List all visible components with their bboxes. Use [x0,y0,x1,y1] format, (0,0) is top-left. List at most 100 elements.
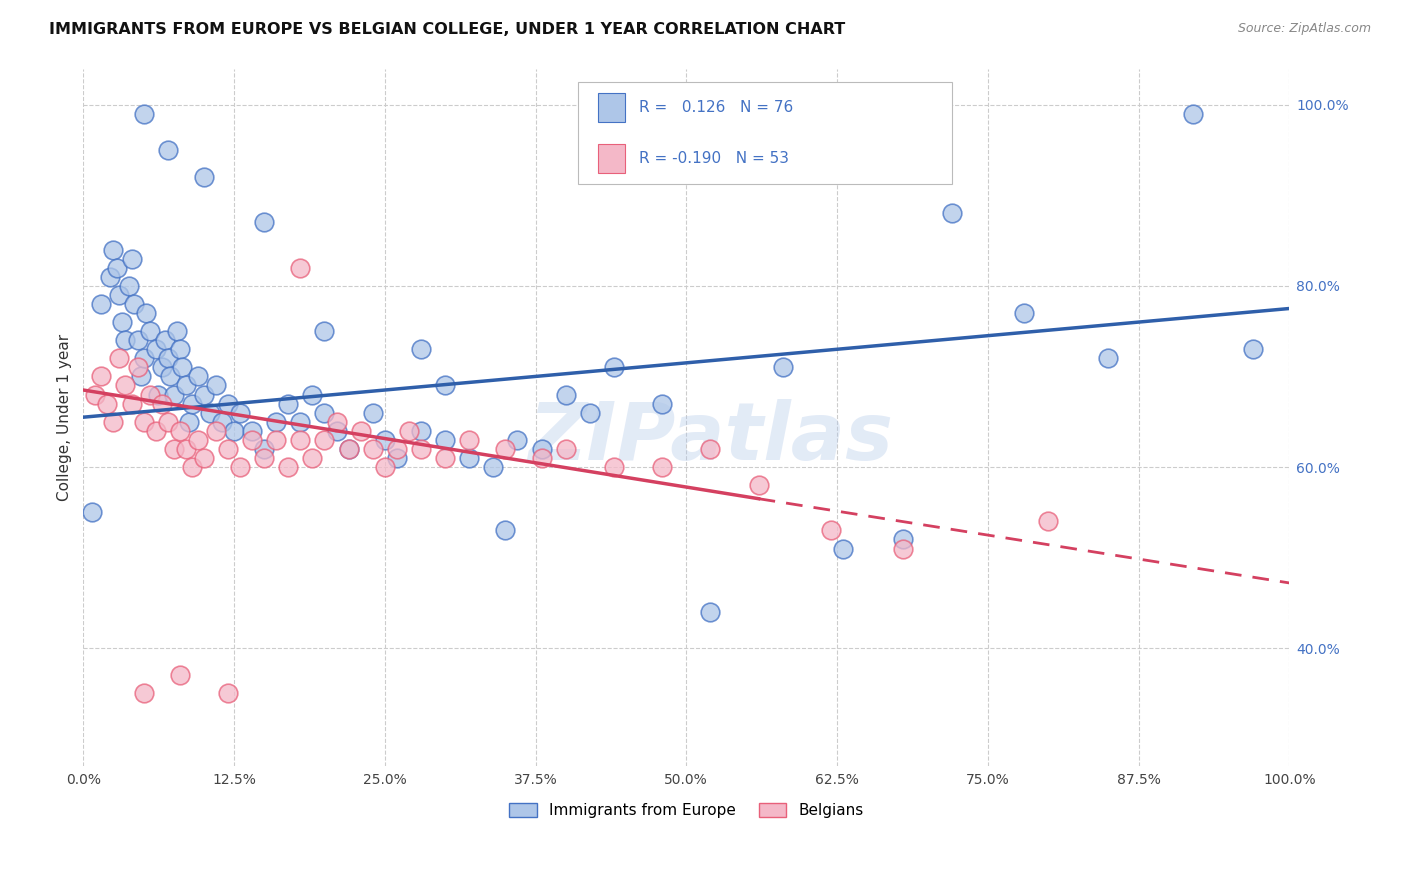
Point [1181,107,1204,121]
Point [174,378,197,392]
Point [385,450,408,465]
Point [314,406,336,420]
Point [84,387,107,401]
Text: Source: ZipAtlas.com: Source: ZipAtlas.com [1237,22,1371,36]
Point [494,524,516,538]
Point [578,406,600,420]
Point [121,396,143,410]
Point [193,450,215,465]
Point [108,351,131,366]
Point [138,324,160,338]
Point [122,297,145,311]
Point [205,378,228,392]
Point [314,433,336,447]
Point [820,524,842,538]
Point [103,243,125,257]
Point [229,406,252,420]
Point [482,460,505,475]
Point [240,433,263,447]
Point [699,442,721,456]
Point [163,387,186,401]
Point [198,406,221,420]
Point [166,324,188,338]
Point [180,396,202,410]
Point [98,269,121,284]
Point [145,424,167,438]
Point [146,387,169,401]
Point [891,541,914,556]
Point [118,278,141,293]
Point [132,107,155,121]
Point [187,433,209,447]
Point [132,351,155,366]
Legend: Immigrants from Europe, Belgians: Immigrants from Europe, Belgians [503,797,870,824]
Point [409,424,432,438]
Text: ZIPatlas: ZIPatlas [527,399,893,477]
Point [434,378,457,392]
Text: IMMIGRANTS FROM EUROPE VS BELGIAN COLLEGE, UNDER 1 YEAR CORRELATION CHART: IMMIGRANTS FROM EUROPE VS BELGIAN COLLEG… [49,22,845,37]
Point [264,433,287,447]
Point [129,369,152,384]
Point [891,533,914,547]
Point [159,369,181,384]
Point [554,387,576,401]
Point [211,415,233,429]
Point [156,143,179,157]
Point [217,686,239,700]
Point [253,215,276,229]
Point [337,442,360,456]
Point [121,252,143,266]
FancyBboxPatch shape [598,93,624,122]
Point [772,360,794,375]
Point [132,686,155,700]
Point [169,424,191,438]
Point [374,460,396,475]
Point [290,433,312,447]
Point [217,442,239,456]
Point [240,424,263,438]
Point [325,424,347,438]
Point [103,415,125,429]
Point [458,450,481,465]
Point [290,260,312,275]
Point [409,343,432,357]
Point [163,442,186,456]
Point [253,442,276,456]
Point [264,415,287,429]
Point [108,288,131,302]
Point [205,424,228,438]
Point [301,387,323,401]
Point [337,442,360,456]
Point [301,450,323,465]
Point [222,424,245,438]
Point [374,433,396,447]
Point [114,333,136,347]
Point [603,460,626,475]
Point [748,478,770,492]
Point [80,505,103,519]
Point [172,360,194,375]
Point [277,396,299,410]
Point [530,442,553,456]
Point [398,424,420,438]
Point [458,433,481,447]
Point [193,170,215,185]
Point [169,343,191,357]
Point [651,460,673,475]
Point [651,396,673,410]
Point [506,433,529,447]
Point [409,442,432,456]
Point [361,406,384,420]
Point [314,324,336,338]
Point [156,351,179,366]
Point [941,206,963,220]
Point [193,387,215,401]
Point [174,442,197,456]
Point [1012,306,1035,320]
Point [145,343,167,357]
Point [603,360,626,375]
Point [253,450,276,465]
Point [217,396,239,410]
Point [169,668,191,682]
Point [361,442,384,456]
